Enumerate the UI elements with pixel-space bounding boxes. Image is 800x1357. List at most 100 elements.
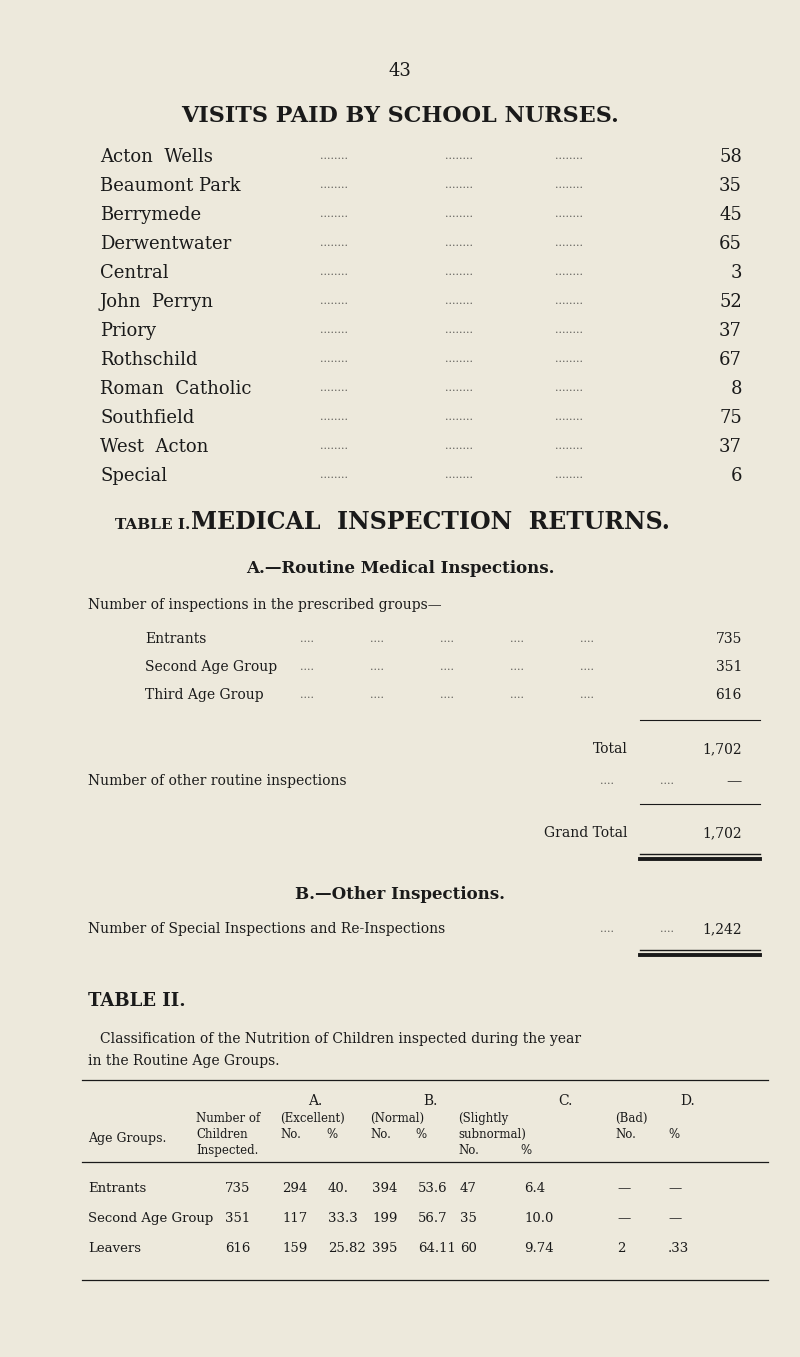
Text: ........: ........ [555, 237, 583, 248]
Text: ........: ........ [445, 209, 473, 218]
Text: 35: 35 [460, 1212, 477, 1225]
Text: (Excellent): (Excellent) [280, 1111, 345, 1125]
Text: ........: ........ [445, 383, 473, 394]
Text: Acton  Wells: Acton Wells [100, 148, 213, 166]
Text: Entrants: Entrants [88, 1182, 146, 1196]
Text: ........: ........ [445, 180, 473, 190]
Text: ....: .... [370, 634, 384, 645]
Text: —: — [726, 773, 742, 788]
Text: Children: Children [196, 1128, 248, 1141]
Text: ........: ........ [320, 151, 348, 161]
Text: Second Age Group: Second Age Group [145, 660, 277, 674]
Text: 616: 616 [716, 688, 742, 702]
Text: ........: ........ [445, 413, 473, 422]
Text: (Slightly: (Slightly [458, 1111, 508, 1125]
Text: 6: 6 [730, 467, 742, 484]
Text: Grand Total: Grand Total [545, 826, 628, 840]
Text: ........: ........ [320, 209, 348, 218]
Text: 37: 37 [719, 438, 742, 456]
Text: ....: .... [600, 776, 614, 786]
Text: Roman  Catholic: Roman Catholic [100, 380, 251, 398]
Text: 25.82: 25.82 [328, 1242, 366, 1255]
Text: VISITS PAID BY SCHOOL NURSES.: VISITS PAID BY SCHOOL NURSES. [181, 104, 619, 128]
Text: 9.74: 9.74 [524, 1242, 554, 1255]
Text: ........: ........ [555, 324, 583, 335]
Text: 159: 159 [282, 1242, 307, 1255]
Text: %: % [668, 1128, 679, 1141]
Text: ........: ........ [320, 180, 348, 190]
Text: ....: .... [370, 689, 384, 700]
Text: 735: 735 [716, 632, 742, 646]
Text: 40.: 40. [328, 1182, 349, 1196]
Text: ........: ........ [445, 296, 473, 305]
Text: —: — [668, 1212, 682, 1225]
Text: Beaumont Park: Beaumont Park [100, 176, 241, 195]
Text: 351: 351 [225, 1212, 250, 1225]
Text: 394: 394 [372, 1182, 398, 1196]
Text: ........: ........ [555, 296, 583, 305]
Text: %: % [415, 1128, 426, 1141]
Text: ........: ........ [320, 237, 348, 248]
Text: ....: .... [300, 634, 314, 645]
Text: 37: 37 [719, 322, 742, 341]
Text: Rothschild: Rothschild [100, 351, 198, 369]
Text: 395: 395 [372, 1242, 398, 1255]
Text: 199: 199 [372, 1212, 398, 1225]
Text: %: % [520, 1144, 531, 1158]
Text: ....: .... [510, 634, 524, 645]
Text: (Normal): (Normal) [370, 1111, 424, 1125]
Text: Central: Central [100, 265, 169, 282]
Text: ........: ........ [445, 441, 473, 451]
Text: ........: ........ [320, 413, 348, 422]
Text: —: — [617, 1212, 630, 1225]
Text: ........: ........ [320, 441, 348, 451]
Text: 117: 117 [282, 1212, 307, 1225]
Text: ....: .... [370, 662, 384, 672]
Text: ....: .... [580, 662, 594, 672]
Text: Derwentwater: Derwentwater [100, 235, 231, 252]
Text: 735: 735 [225, 1182, 250, 1196]
Text: Third Age Group: Third Age Group [145, 688, 264, 702]
Text: ........: ........ [445, 354, 473, 364]
Text: Number of inspections in the prescribed groups—: Number of inspections in the prescribed … [88, 598, 442, 612]
Text: A.: A. [308, 1094, 322, 1109]
Text: 2: 2 [617, 1242, 626, 1255]
Text: ....: .... [600, 924, 614, 934]
Text: ........: ........ [445, 324, 473, 335]
Text: 64.11: 64.11 [418, 1242, 456, 1255]
Text: 1,242: 1,242 [702, 921, 742, 936]
Text: 1,702: 1,702 [702, 742, 742, 756]
Text: 56.7: 56.7 [418, 1212, 448, 1225]
Text: ....: .... [510, 689, 524, 700]
Text: 65: 65 [719, 235, 742, 252]
Text: 53.6: 53.6 [418, 1182, 448, 1196]
Text: ........: ........ [320, 354, 348, 364]
Text: 1,702: 1,702 [702, 826, 742, 840]
Text: ........: ........ [320, 383, 348, 394]
Text: subnormal): subnormal) [458, 1128, 526, 1141]
Text: No.: No. [280, 1128, 301, 1141]
Text: ........: ........ [320, 296, 348, 305]
Text: ........: ........ [445, 237, 473, 248]
Text: 47: 47 [460, 1182, 477, 1196]
Text: ........: ........ [555, 267, 583, 277]
Text: Southfield: Southfield [100, 408, 194, 427]
Text: 10.0: 10.0 [524, 1212, 554, 1225]
Text: Number of Special Inspections and Re-Inspections: Number of Special Inspections and Re-Ins… [88, 921, 446, 936]
Text: ........: ........ [555, 180, 583, 190]
Text: ........: ........ [555, 413, 583, 422]
Text: 43: 43 [389, 62, 411, 80]
Text: Total: Total [593, 742, 628, 756]
Text: ........: ........ [320, 470, 348, 480]
Text: D.: D. [681, 1094, 695, 1109]
Text: ....: .... [580, 689, 594, 700]
Text: .33: .33 [668, 1242, 690, 1255]
Text: ........: ........ [445, 151, 473, 161]
Text: ........: ........ [555, 383, 583, 394]
Text: 45: 45 [719, 206, 742, 224]
Text: No.: No. [458, 1144, 479, 1158]
Text: ........: ........ [320, 267, 348, 277]
Text: ....: .... [510, 662, 524, 672]
Text: Priory: Priory [100, 322, 156, 341]
Text: —: — [668, 1182, 682, 1196]
